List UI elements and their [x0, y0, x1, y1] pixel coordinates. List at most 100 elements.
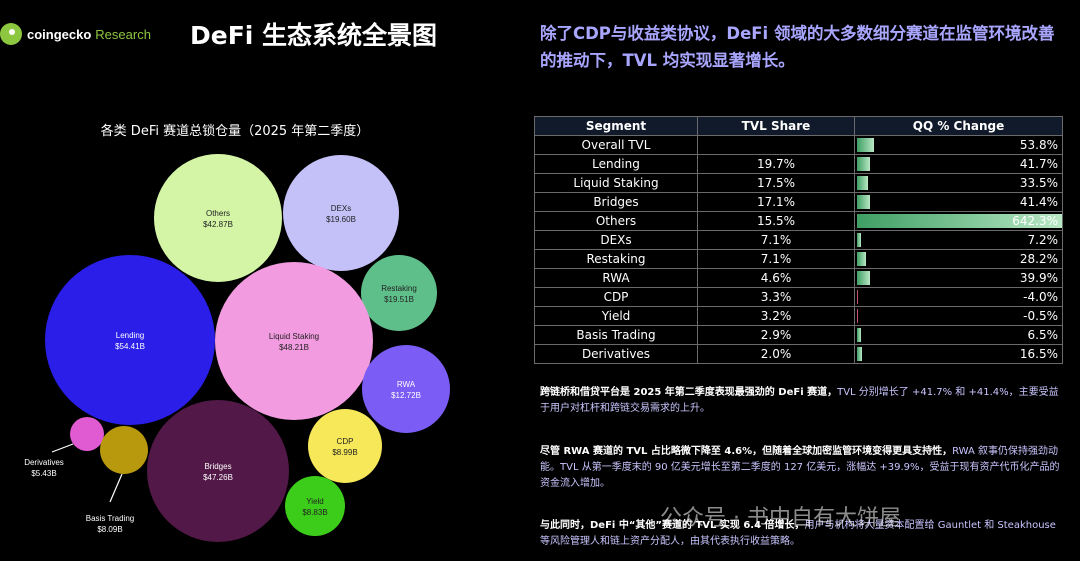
- table-row: Others 15.5% 642.3%: [534, 211, 1063, 231]
- cell-share: 17.1%: [697, 192, 855, 212]
- bubble-value: $47.26B: [203, 473, 233, 482]
- table-header-row: Segment TVL Share QQ % Change: [534, 116, 1063, 136]
- table-row: Liquid Staking 17.5% 33.5%: [534, 173, 1063, 193]
- bubble-dexs: [283, 155, 399, 271]
- bubble-liquid-staking: [215, 262, 373, 420]
- change-bar: [857, 328, 861, 342]
- bubble-label: Restaking: [381, 284, 417, 293]
- bubble-basis-trading: [100, 426, 148, 474]
- headline: 除了CDP与收益类协议，DeFi 领域的大多数细分赛道在监管环境改善的推动下，T…: [540, 24, 1055, 70]
- change-bar: [857, 309, 858, 323]
- table-row: Derivatives 2.0% 16.5%: [534, 344, 1063, 364]
- change-bar: [857, 157, 871, 171]
- table-row: DEXs 7.1% 7.2%: [534, 230, 1063, 250]
- table-row: Yield 3.2% -0.5%: [534, 306, 1063, 326]
- change-bar: [857, 138, 875, 152]
- bubble-bridges: [147, 400, 289, 542]
- cell-segment: Liquid Staking: [534, 173, 698, 193]
- bubble-value: $42.87B: [203, 220, 233, 229]
- bubble-label: Yield: [306, 497, 324, 506]
- table-row: Bridges 17.1% 41.4%: [534, 192, 1063, 212]
- cell-change: 39.9%: [854, 268, 1063, 288]
- cell-segment: DEXs: [534, 230, 698, 250]
- paragraph-1: 跨链桥和借贷平台是 2025 年第二季度表现最强劲的 DeFi 赛道，TVL 分…: [540, 385, 1060, 417]
- cell-change: 28.2%: [854, 249, 1063, 269]
- bubble-label: Bridges: [204, 462, 231, 471]
- cell-change: 16.5%: [854, 344, 1063, 364]
- bubble-label: RWA: [397, 380, 416, 389]
- change-value: 6.5%: [1027, 328, 1059, 342]
- col-share: TVL Share: [697, 116, 855, 136]
- segment-table: Segment TVL Share QQ % Change Overall TV…: [534, 116, 1063, 364]
- table-row: Basis Trading 2.9% 6.5%: [534, 325, 1063, 345]
- cell-segment: Basis Trading: [534, 325, 698, 345]
- cell-share: 19.7%: [697, 154, 855, 174]
- bubble-value: $48.21B: [279, 343, 309, 352]
- paragraph-2-bold: 尽管 RWA 赛道的 TVL 占比略微下降至 4.6%，但随着全球加密监管环境变…: [540, 446, 953, 457]
- change-value: 41.4%: [1019, 195, 1058, 209]
- change-bar: [857, 252, 866, 266]
- bubble-chart-title: 各类 DeFi 赛道总锁仓量（2025 年第二季度）: [100, 124, 370, 139]
- change-bar: [857, 233, 861, 247]
- cell-change: 7.2%: [854, 230, 1063, 250]
- bubble-label: Others: [206, 209, 230, 218]
- change-bar: [857, 290, 858, 304]
- paragraph-1-rest: TVL 分别增长了 +41.7% 和 +41.4%，主要受益于用户对杠杆和跨链交…: [540, 387, 1059, 414]
- col-change: QQ % Change: [854, 116, 1063, 136]
- cell-segment: Derivatives: [534, 344, 698, 364]
- change-bar: [857, 195, 871, 209]
- cell-share: 7.1%: [697, 230, 855, 250]
- table-row: Lending 19.7% 41.7%: [534, 154, 1063, 174]
- cell-segment: Restaking: [534, 249, 698, 269]
- paragraph-2: 尽管 RWA 赛道的 TVL 占比略微下降至 4.6%，但随着全球加密监管环境变…: [540, 444, 1060, 492]
- logo-sub: Research: [95, 26, 151, 42]
- cell-share: 3.3%: [697, 287, 855, 307]
- bubble-label: Derivatives: [24, 458, 64, 467]
- change-value: 642.3%: [1012, 214, 1058, 228]
- cell-change: 53.8%: [854, 135, 1063, 155]
- paragraph-3: 与此同时，DeFi 中“其他”赛道的 TVL 实现 6.4 倍增长，用户与机构将…: [540, 518, 1060, 550]
- table-row: Overall TVL 53.8%: [534, 135, 1063, 155]
- change-value: -0.5%: [1023, 309, 1058, 323]
- cell-change: 41.4%: [854, 192, 1063, 212]
- bubble-value: $8.09B: [97, 525, 122, 534]
- cell-segment: Lending: [534, 154, 698, 174]
- col-segment: Segment: [534, 116, 698, 136]
- cell-change: -0.5%: [854, 306, 1063, 326]
- paragraph-3-rest: 用户与机构将大量资本配置给 Gauntlet 和 Steakhouse 等风险管…: [540, 520, 1056, 547]
- watermark: 公众号 · 书中自有大饼屋: [660, 506, 901, 531]
- bubble-label: Basis Trading: [86, 514, 134, 523]
- cell-share: 7.1%: [697, 249, 855, 269]
- bubble-restaking: [361, 255, 437, 331]
- cell-share: 2.9%: [697, 325, 855, 345]
- cell-share: 4.6%: [697, 268, 855, 288]
- change-value: 28.2%: [1019, 252, 1058, 266]
- cell-segment: RWA: [534, 268, 698, 288]
- cell-share: 3.2%: [697, 306, 855, 326]
- bubble-lending: [45, 255, 215, 425]
- cell-share: [697, 135, 855, 155]
- cell-share: 17.5%: [697, 173, 855, 193]
- bubble-label: CDP: [337, 437, 354, 446]
- bubble-value: $5.43B: [31, 469, 56, 478]
- cell-segment: Yield: [534, 306, 698, 326]
- cell-change: 642.3%: [854, 211, 1063, 231]
- cell-share: 2.0%: [697, 344, 855, 364]
- cell-segment: Overall TVL: [534, 135, 698, 155]
- bubble-label: Liquid Staking: [269, 332, 319, 341]
- cell-segment: CDP: [534, 287, 698, 307]
- bubble-value: $8.83B: [302, 508, 327, 517]
- logo-brand: coingecko: [27, 26, 92, 42]
- bubble-chart: Others $42.87B DEXs $19.60B Restaking $19.51B…: [24, 154, 450, 542]
- paragraph-1-bold: 跨链桥和借贷平台是 2025 年第二季度表现最强劲的 DeFi 赛道，: [540, 387, 838, 398]
- cell-change: 33.5%: [854, 173, 1063, 193]
- page-title: DeFi 生态系统全景图: [190, 21, 438, 50]
- cell-segment: Bridges: [534, 192, 698, 212]
- bubble-value: $19.60B: [326, 215, 356, 224]
- bubble-yield: [285, 476, 345, 536]
- change-bar: [857, 176, 868, 190]
- paragraph-3-bold: 与此同时，DeFi 中“其他”赛道的 TVL 实现 6.4 倍增长，: [540, 520, 805, 531]
- coingecko-logo: coingecko Research: [0, 22, 151, 46]
- leader-line: [109, 473, 123, 503]
- cell-change: 6.5%: [854, 325, 1063, 345]
